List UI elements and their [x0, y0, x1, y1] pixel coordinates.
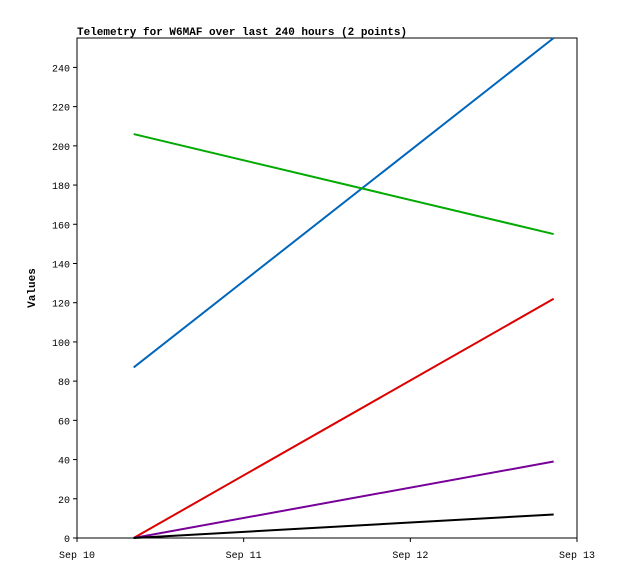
x-tick-label: Sep 12: [392, 551, 428, 562]
series-line: [133, 460, 554, 539]
y-tick-label: 180: [52, 182, 70, 193]
y-tick-label: 200: [52, 143, 70, 154]
chart-title: Telemetry for W6MAF over last 240 hours …: [77, 27, 407, 39]
y-axis-label: Values: [27, 268, 39, 308]
y-tick-label: 80: [58, 378, 70, 389]
y-tick-label: 20: [58, 496, 70, 507]
y-tick-label: 120: [52, 300, 70, 311]
y-tick-label: 60: [58, 417, 70, 428]
series-line: [133, 133, 554, 236]
y-tick-label: 140: [52, 260, 70, 271]
x-tick-label: Sep 10: [59, 551, 95, 562]
y-tick-label: 100: [52, 339, 70, 350]
plot-frame: [76, 37, 578, 539]
series-line: [133, 513, 554, 539]
y-tick-label: 240: [52, 64, 70, 75]
series-line: [133, 297, 555, 539]
y-tick-label: 160: [52, 221, 70, 232]
y-tick-label: 0: [64, 535, 70, 546]
y-tick-label: 220: [52, 104, 70, 115]
y-tick-label: 40: [58, 457, 70, 468]
series-line: [133, 37, 555, 369]
x-tick-label: Sep 11: [226, 551, 262, 562]
x-tick-label: Sep 13: [559, 551, 595, 562]
